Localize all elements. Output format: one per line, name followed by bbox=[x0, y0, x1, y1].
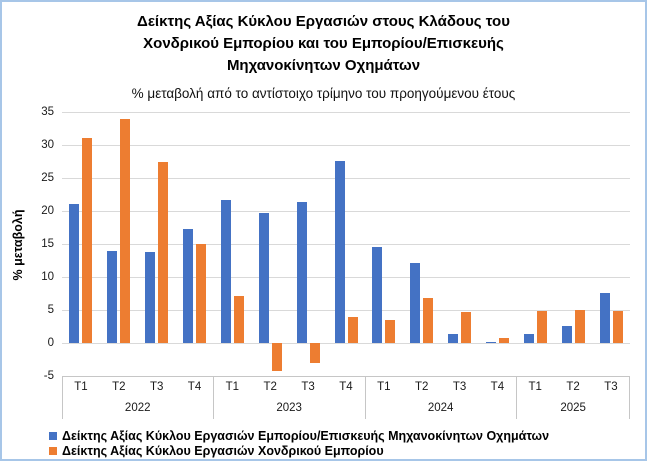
bar-s1-q2 bbox=[158, 162, 169, 343]
year-divider bbox=[516, 376, 517, 419]
quarter-label: Τ4 bbox=[490, 380, 505, 393]
quarter-label: Τ1 bbox=[377, 380, 391, 393]
legend-marker-0 bbox=[49, 431, 57, 440]
bar-s0-q11 bbox=[486, 341, 496, 343]
bar-s0-q12 bbox=[523, 334, 534, 343]
bar-s0-q7 bbox=[334, 160, 345, 343]
bar-s1-q14 bbox=[612, 310, 623, 343]
quarter-label: Τ1 bbox=[74, 380, 88, 393]
bar-s1-q7 bbox=[347, 317, 358, 343]
y-tick-label: 25 bbox=[41, 172, 54, 184]
gridline-30 bbox=[62, 145, 630, 146]
bar-s0-q13 bbox=[561, 325, 572, 343]
quarter-label: Τ2 bbox=[112, 380, 126, 393]
legend-item-1: Δείκτης Αξίας Κύκλου Εργασιών Χονδρικού … bbox=[49, 443, 549, 458]
y-tick-label: 10 bbox=[41, 271, 54, 283]
bar-s0-q2 bbox=[145, 251, 156, 343]
bar-s0-q14 bbox=[599, 292, 610, 343]
year-label: 2022 bbox=[124, 401, 151, 414]
legend-item-0: Δείκτης Αξίας Κύκλου Εργασιών Εμπορίου/Ε… bbox=[49, 428, 549, 443]
gridline-10 bbox=[62, 277, 630, 278]
quarter-label: Τ4 bbox=[187, 380, 202, 393]
quarter-label: Τ3 bbox=[149, 380, 164, 393]
bar-s1-q10 bbox=[461, 312, 472, 343]
gridline-20 bbox=[62, 211, 630, 212]
year-label: 2025 bbox=[560, 401, 586, 414]
bar-s0-q8 bbox=[372, 246, 383, 343]
quarter-labels-row: Τ1 Τ2 Τ3 Τ4 Τ1 Τ2 Τ3 Τ4 Τ1 Τ2 Τ3 Τ4 Τ1 Τ2 Τ3 bbox=[62, 376, 630, 397]
bar-s1-q3 bbox=[196, 244, 206, 343]
bar-s0-q3 bbox=[183, 228, 193, 343]
bar-s1-q8 bbox=[385, 319, 396, 343]
year-label: 2024 bbox=[427, 401, 454, 414]
bar-s0-q0 bbox=[69, 203, 80, 343]
quarter-label: Τ3 bbox=[301, 380, 315, 393]
bar-s1-q0 bbox=[82, 138, 93, 343]
y-tick-label: 0 bbox=[47, 337, 54, 349]
legend-label: Δείκτης Αξίας Κύκλου Εργασιών Εμπορίου/Ε… bbox=[62, 428, 550, 443]
quarter-label: Τ3 bbox=[604, 380, 618, 393]
bar-s0-q6 bbox=[296, 202, 307, 343]
y-tick-label: 5 bbox=[47, 304, 54, 316]
quarter-label: Τ4 bbox=[339, 380, 353, 393]
bar-s1-q11 bbox=[499, 338, 509, 343]
bar-s1-q13 bbox=[574, 310, 585, 343]
gridline-15 bbox=[62, 244, 630, 245]
legend-marker-1 bbox=[49, 446, 57, 455]
bar-s0-q4 bbox=[220, 200, 231, 343]
bar-s1-q9 bbox=[423, 297, 434, 343]
quarter-label: Τ1 bbox=[528, 380, 542, 393]
bar-s0-q5 bbox=[258, 213, 269, 343]
quarter-label: Τ3 bbox=[452, 380, 467, 393]
legend: Δείκτης Αξίας Κύκλου Εργασιών Εμπορίου/Ε… bbox=[49, 428, 549, 458]
gridline-0 bbox=[62, 343, 630, 344]
x-axis-line bbox=[62, 376, 630, 377]
year-label: 2023 bbox=[276, 401, 302, 414]
bar-s1-q5 bbox=[271, 343, 282, 372]
y-tick-label: 20 bbox=[41, 205, 54, 217]
chart-subtitle: % μεταβολή από το αντίστοιχο τρίμηνο του… bbox=[131, 86, 516, 101]
quarter-label: Τ1 bbox=[225, 380, 240, 393]
y-tick-label: 30 bbox=[41, 139, 54, 151]
gridline-25 bbox=[62, 178, 630, 179]
gridline-35 bbox=[62, 112, 630, 113]
year-divider bbox=[365, 376, 366, 419]
quarter-label: Τ2 bbox=[414, 380, 429, 393]
year-divider bbox=[62, 376, 63, 419]
gridline-5 bbox=[62, 310, 630, 311]
bar-s0-q1 bbox=[107, 250, 118, 343]
bar-s1-q4 bbox=[233, 295, 244, 343]
plot-area bbox=[62, 112, 630, 377]
year-divider bbox=[629, 376, 630, 419]
year-labels-row: 2022 2023 2024 2025 bbox=[62, 397, 630, 418]
y-tick-label: 15 bbox=[41, 238, 54, 250]
y-tick-label: 35 bbox=[41, 106, 54, 118]
bar-s1-q1 bbox=[120, 118, 131, 343]
bar-s1-q12 bbox=[536, 311, 547, 343]
bar-s0-q9 bbox=[410, 262, 421, 343]
chart-title: Δείκτης Αξίας Κύκλου Εργασιών στους Κλάδ… bbox=[137, 13, 510, 74]
y-tick-label: -5 bbox=[43, 370, 54, 382]
quarter-label: Τ2 bbox=[566, 380, 580, 393]
year-divider bbox=[213, 376, 214, 419]
quarter-label: Τ2 bbox=[263, 380, 277, 393]
legend-label: Δείκτης Αξίας Κύκλου Εργασιών Χονδρικού … bbox=[62, 443, 384, 458]
x-axis: Τ1 Τ2 Τ3 Τ4 Τ1 Τ2 Τ3 Τ4 Τ1 Τ2 Τ3 Τ4 Τ1 Τ2 Τ3 2022 2023 2… bbox=[62, 376, 630, 419]
bar-s1-q6 bbox=[309, 343, 320, 363]
bar-s0-q10 bbox=[448, 333, 459, 343]
